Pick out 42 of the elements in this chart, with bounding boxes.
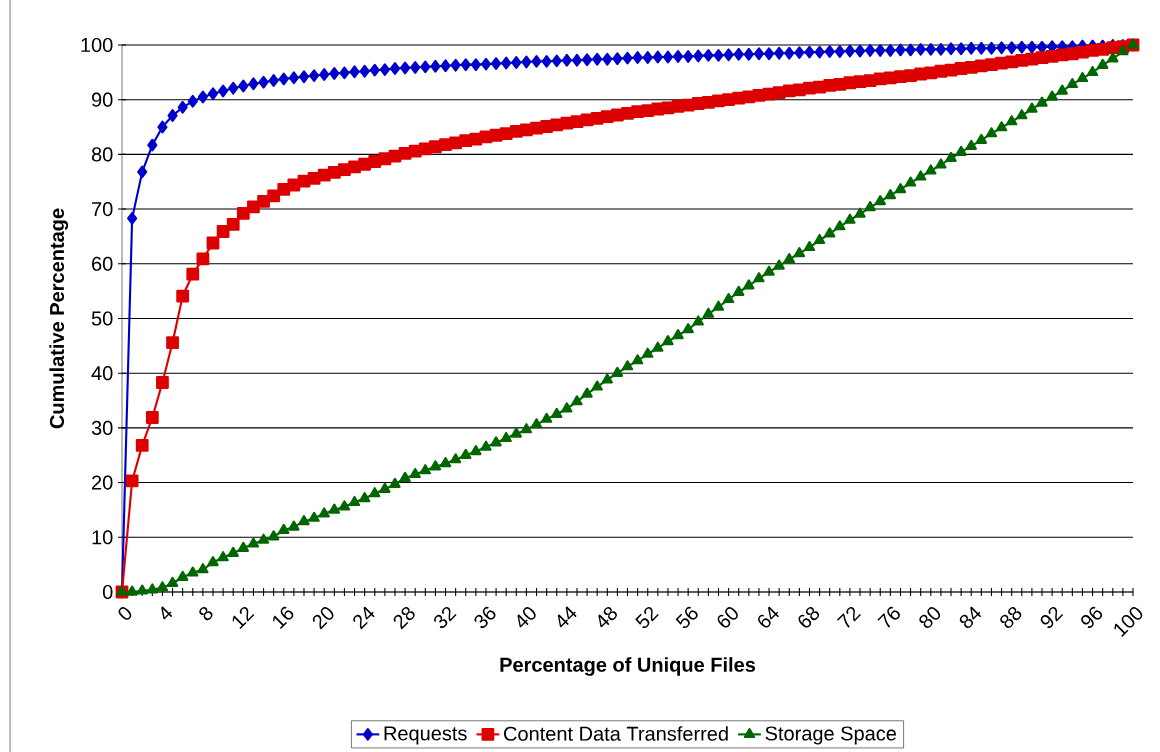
y-tick-label: 70: [92, 202, 113, 217]
x-tick-label: 16: [273, 606, 294, 630]
x-axis-title: Percentage of Unique Files: [500, 657, 756, 676]
x-tick-label: 92: [1040, 606, 1064, 628]
x-tick-label: 40: [517, 607, 536, 628]
x-tick-label: 64: [758, 606, 780, 628]
y-tick-label: 60: [92, 256, 113, 271]
x-tick-label: 4: [161, 606, 173, 620]
y-tick-label: 90: [91, 92, 113, 107]
x-tick-label: 96: [1081, 606, 1103, 628]
y-tick-label: 40: [91, 366, 113, 381]
x-tick-label: 28: [393, 606, 415, 630]
x-tick-label: 48: [598, 606, 617, 628]
y-axis-title: Cumulative Percentage: [49, 208, 69, 429]
x-tick-label: 8: [199, 606, 213, 621]
x-tick-label: 36: [474, 606, 496, 629]
x-tick-label: 68: [798, 606, 820, 628]
x-tick-label: 76: [877, 606, 900, 628]
x-tick-label: 44: [557, 606, 577, 628]
x-tick-label: 80: [919, 607, 941, 629]
x-tick-label: 52: [635, 606, 659, 629]
x-tick-label: 0: [118, 607, 132, 620]
x-tick-label: 100: [1114, 607, 1143, 637]
x-tick-label: 20: [312, 607, 334, 630]
y-tick-label: 50: [91, 311, 113, 326]
legend-label: Content Data Transferred: [504, 726, 728, 741]
x-tick-label: 32: [434, 606, 457, 629]
legend-label: Requests: [384, 726, 467, 745]
y-tick-label: 100: [81, 37, 113, 53]
y-tick-label: 10: [92, 530, 113, 545]
y-tick-label: 30: [91, 420, 113, 435]
y-tick-label: 80: [91, 147, 113, 162]
x-tick-label: 56: [675, 606, 698, 629]
x-tick-label: 84: [959, 606, 982, 629]
y-tick-label: 20: [92, 475, 113, 490]
x-tick-label: 60: [717, 607, 738, 628]
legend-label: Storage Space: [765, 726, 896, 745]
x-tick-label: 12: [232, 606, 255, 630]
x-tick-label: 72: [836, 606, 861, 628]
y-tick-label: 0: [102, 584, 113, 600]
x-tick-label: 88: [1000, 606, 1022, 629]
x-tick-label: 24: [353, 606, 375, 630]
